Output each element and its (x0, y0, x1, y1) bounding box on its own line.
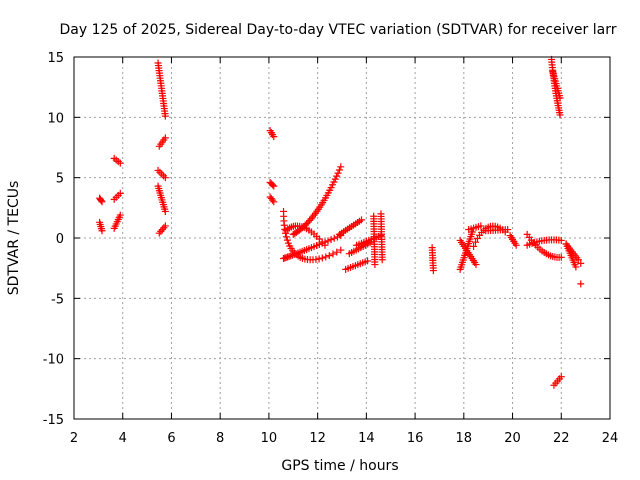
data-point (318, 254, 326, 262)
x-tick-label: 2 (70, 431, 78, 446)
x-tick-label: 18 (456, 431, 473, 446)
y-axis-label: SDTVAR / TECUs (6, 181, 22, 296)
data-point (161, 112, 169, 120)
data-point (337, 246, 345, 254)
data-point (98, 227, 106, 235)
data-point (287, 252, 295, 260)
data-point (322, 253, 330, 261)
data-point (301, 221, 309, 229)
y-tick-label: 5 (56, 172, 64, 187)
data-point (325, 252, 333, 260)
data-point (98, 198, 106, 206)
y-tick-label: 0 (56, 232, 64, 247)
data-point (270, 133, 278, 141)
x-tick-label: 10 (261, 431, 278, 446)
data-point (156, 168, 164, 176)
data-point (116, 159, 124, 167)
data-point (283, 236, 291, 244)
data-point (97, 197, 105, 205)
data-point (269, 196, 277, 204)
data-point (335, 166, 343, 174)
y-tick-label: 15 (47, 51, 64, 66)
data-point (333, 248, 341, 256)
data-point (330, 234, 338, 242)
x-tick-label: 6 (167, 431, 175, 446)
data-point (364, 257, 372, 265)
data-point (572, 263, 580, 271)
data-point (429, 267, 437, 275)
data-point (357, 216, 365, 224)
x-tick-label: 20 (504, 431, 521, 446)
data-point (472, 238, 480, 246)
data-point (161, 174, 169, 182)
data-point (334, 169, 342, 177)
data-point (371, 261, 379, 269)
x-axis-label: GPS time / hours (281, 458, 398, 474)
data-point (470, 242, 478, 250)
data-point (333, 172, 341, 180)
data-point (329, 250, 337, 258)
data-point (331, 175, 339, 183)
data-point (303, 220, 311, 228)
plot-frame (73, 56, 611, 420)
data-point (472, 261, 480, 269)
data-point (327, 236, 335, 244)
data-point (468, 228, 476, 236)
y-tick-label: 10 (47, 111, 64, 126)
data-point (282, 233, 290, 241)
data-point (161, 222, 169, 230)
data-point (378, 256, 386, 264)
data-point (285, 252, 293, 260)
data-point (270, 182, 278, 190)
data-point (269, 181, 277, 189)
data-point (116, 211, 124, 219)
x-tick-label: 8 (216, 431, 224, 446)
data-point (154, 166, 162, 174)
data-point (158, 170, 166, 178)
data-point (557, 236, 565, 244)
data-point (270, 198, 278, 206)
x-tick-label: 22 (553, 431, 570, 446)
y-tick-label: -15 (43, 413, 64, 428)
data-point (337, 163, 345, 171)
y-tick-label: -5 (51, 292, 64, 307)
data-point (557, 373, 565, 381)
x-tick-label: 14 (358, 431, 375, 446)
data-point (161, 207, 169, 215)
y-tick-label: -10 (43, 353, 64, 368)
data-point (504, 226, 512, 234)
data-point (315, 255, 323, 263)
data-point (512, 241, 520, 249)
data-series (96, 55, 585, 389)
data-point (556, 94, 564, 102)
x-tick-label: 24 (602, 431, 619, 446)
data-point (321, 238, 329, 246)
data-point (161, 134, 169, 142)
data-point (556, 111, 564, 119)
data-point (577, 280, 585, 288)
data-point (577, 259, 585, 267)
data-point (116, 189, 124, 197)
x-tick-label: 12 (309, 431, 326, 446)
chart-title: Day 125 of 2025, Sidereal Day-to-day VTE… (60, 22, 617, 38)
data-point (160, 172, 168, 180)
data-point (557, 253, 565, 261)
x-tick-label: 16 (407, 431, 424, 446)
x-tick-label: 4 (119, 431, 127, 446)
data-point (477, 222, 485, 230)
data-point (324, 237, 332, 245)
